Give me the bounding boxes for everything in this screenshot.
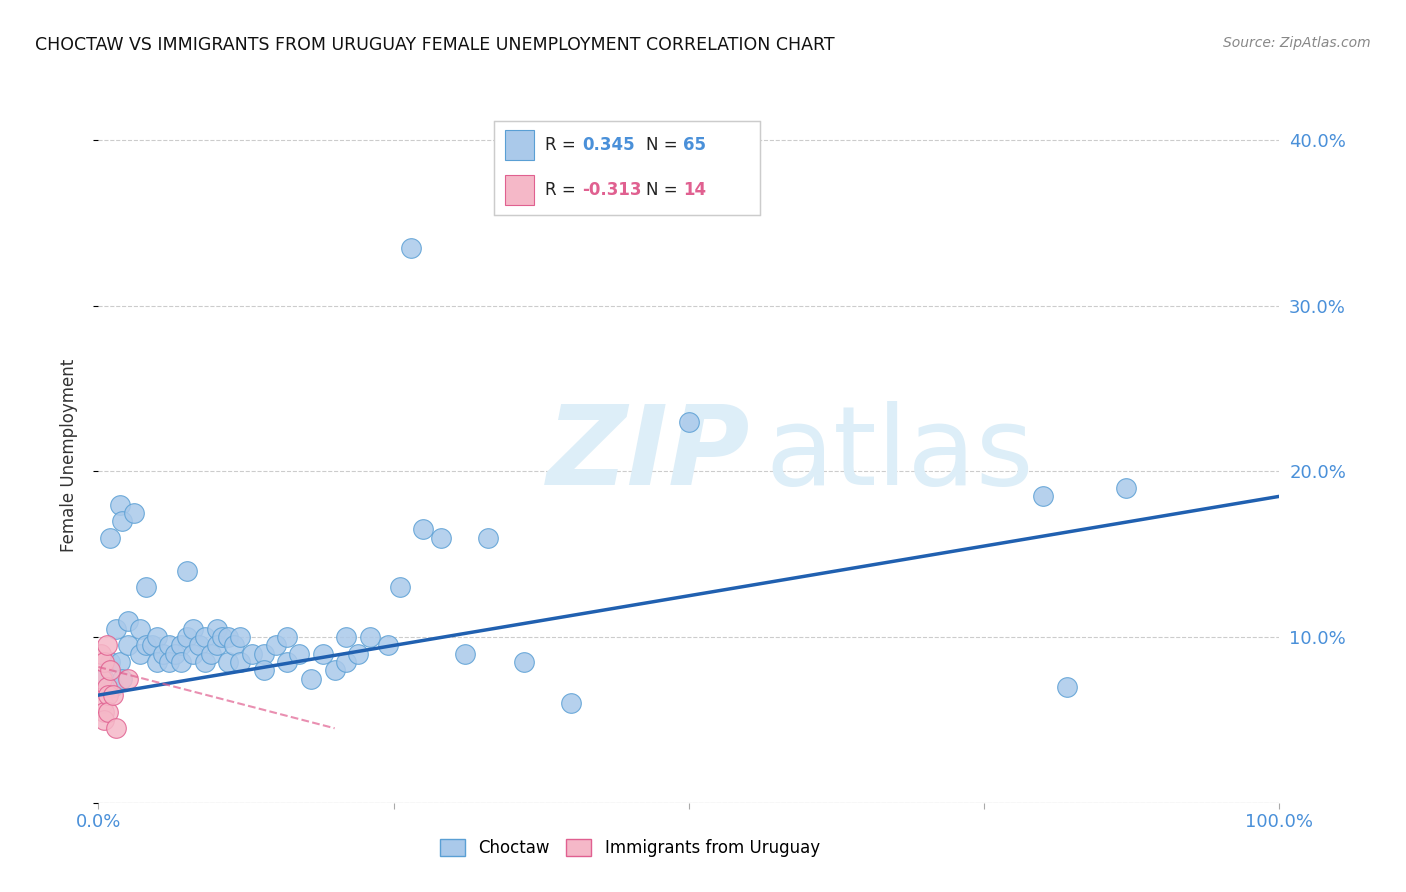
Point <box>122 506 145 520</box>
Point <box>194 655 217 669</box>
Point <box>335 655 357 669</box>
Point <box>377 639 399 653</box>
Point <box>101 688 124 702</box>
Point <box>224 639 246 653</box>
Point <box>98 663 121 677</box>
Point <box>152 647 174 661</box>
Point <box>111 514 134 528</box>
Text: CHOCTAW VS IMMIGRANTS FROM URUGUAY FEMALE UNEMPLOYMENT CORRELATION CHART: CHOCTAW VS IMMIGRANTS FROM URUGUAY FEMAL… <box>35 36 835 54</box>
Point <box>229 630 252 644</box>
Point <box>93 672 115 686</box>
Text: atlas: atlas <box>766 401 1035 508</box>
Point <box>98 655 121 669</box>
Point <box>135 581 157 595</box>
Point <box>146 655 169 669</box>
Point <box>229 655 252 669</box>
Point <box>264 639 287 653</box>
Point <box>205 639 228 653</box>
Point <box>90 647 112 661</box>
Point <box>96 639 118 653</box>
Point <box>157 655 180 669</box>
Point <box>97 688 120 702</box>
Point <box>323 663 346 677</box>
Point <box>430 531 453 545</box>
Point <box>477 531 499 545</box>
Point <box>135 639 157 653</box>
Point <box>111 672 134 686</box>
Point <box>312 647 335 661</box>
Point <box>108 498 131 512</box>
Point <box>91 672 114 686</box>
Point <box>560 697 582 711</box>
Point <box>176 630 198 644</box>
Text: Source: ZipAtlas.com: Source: ZipAtlas.com <box>1223 36 1371 50</box>
Point <box>93 705 115 719</box>
Legend: Choctaw, Immigrants from Uruguay: Choctaw, Immigrants from Uruguay <box>433 832 827 864</box>
Point <box>96 680 118 694</box>
Point <box>117 614 139 628</box>
Point <box>217 630 239 644</box>
Point <box>117 639 139 653</box>
Point <box>117 672 139 686</box>
Point <box>128 647 150 661</box>
Point <box>101 680 124 694</box>
Y-axis label: Female Unemployment: Female Unemployment <box>59 359 77 551</box>
Point <box>141 639 163 653</box>
Point <box>1032 489 1054 503</box>
Point <box>97 705 120 719</box>
Point <box>217 655 239 669</box>
Point <box>98 531 121 545</box>
Point <box>187 639 209 653</box>
Point <box>276 655 298 669</box>
Point <box>388 581 411 595</box>
Point <box>1115 481 1137 495</box>
Point <box>205 622 228 636</box>
Point <box>253 647 276 661</box>
Point <box>165 647 187 661</box>
Point <box>93 713 115 727</box>
Point <box>359 630 381 644</box>
Point <box>412 523 434 537</box>
Point <box>93 655 115 669</box>
Point <box>335 630 357 644</box>
Point <box>1056 680 1078 694</box>
Point <box>105 721 128 735</box>
Point <box>401 241 423 255</box>
Point <box>253 663 276 677</box>
Point <box>288 647 311 661</box>
Point <box>240 647 263 661</box>
Point <box>91 697 114 711</box>
Point <box>105 622 128 636</box>
Point <box>170 655 193 669</box>
Point <box>146 630 169 644</box>
Point <box>200 647 222 661</box>
Point <box>128 622 150 636</box>
Point <box>157 639 180 653</box>
Point <box>181 647 204 661</box>
Point <box>347 647 370 661</box>
Point <box>276 630 298 644</box>
Point <box>678 415 700 429</box>
Point <box>453 647 475 661</box>
Point <box>108 655 131 669</box>
Point <box>211 630 233 644</box>
Point <box>170 639 193 653</box>
Point <box>181 622 204 636</box>
Point <box>194 630 217 644</box>
Point <box>512 655 534 669</box>
Point <box>176 564 198 578</box>
Point <box>299 672 322 686</box>
Text: ZIP: ZIP <box>547 401 751 508</box>
